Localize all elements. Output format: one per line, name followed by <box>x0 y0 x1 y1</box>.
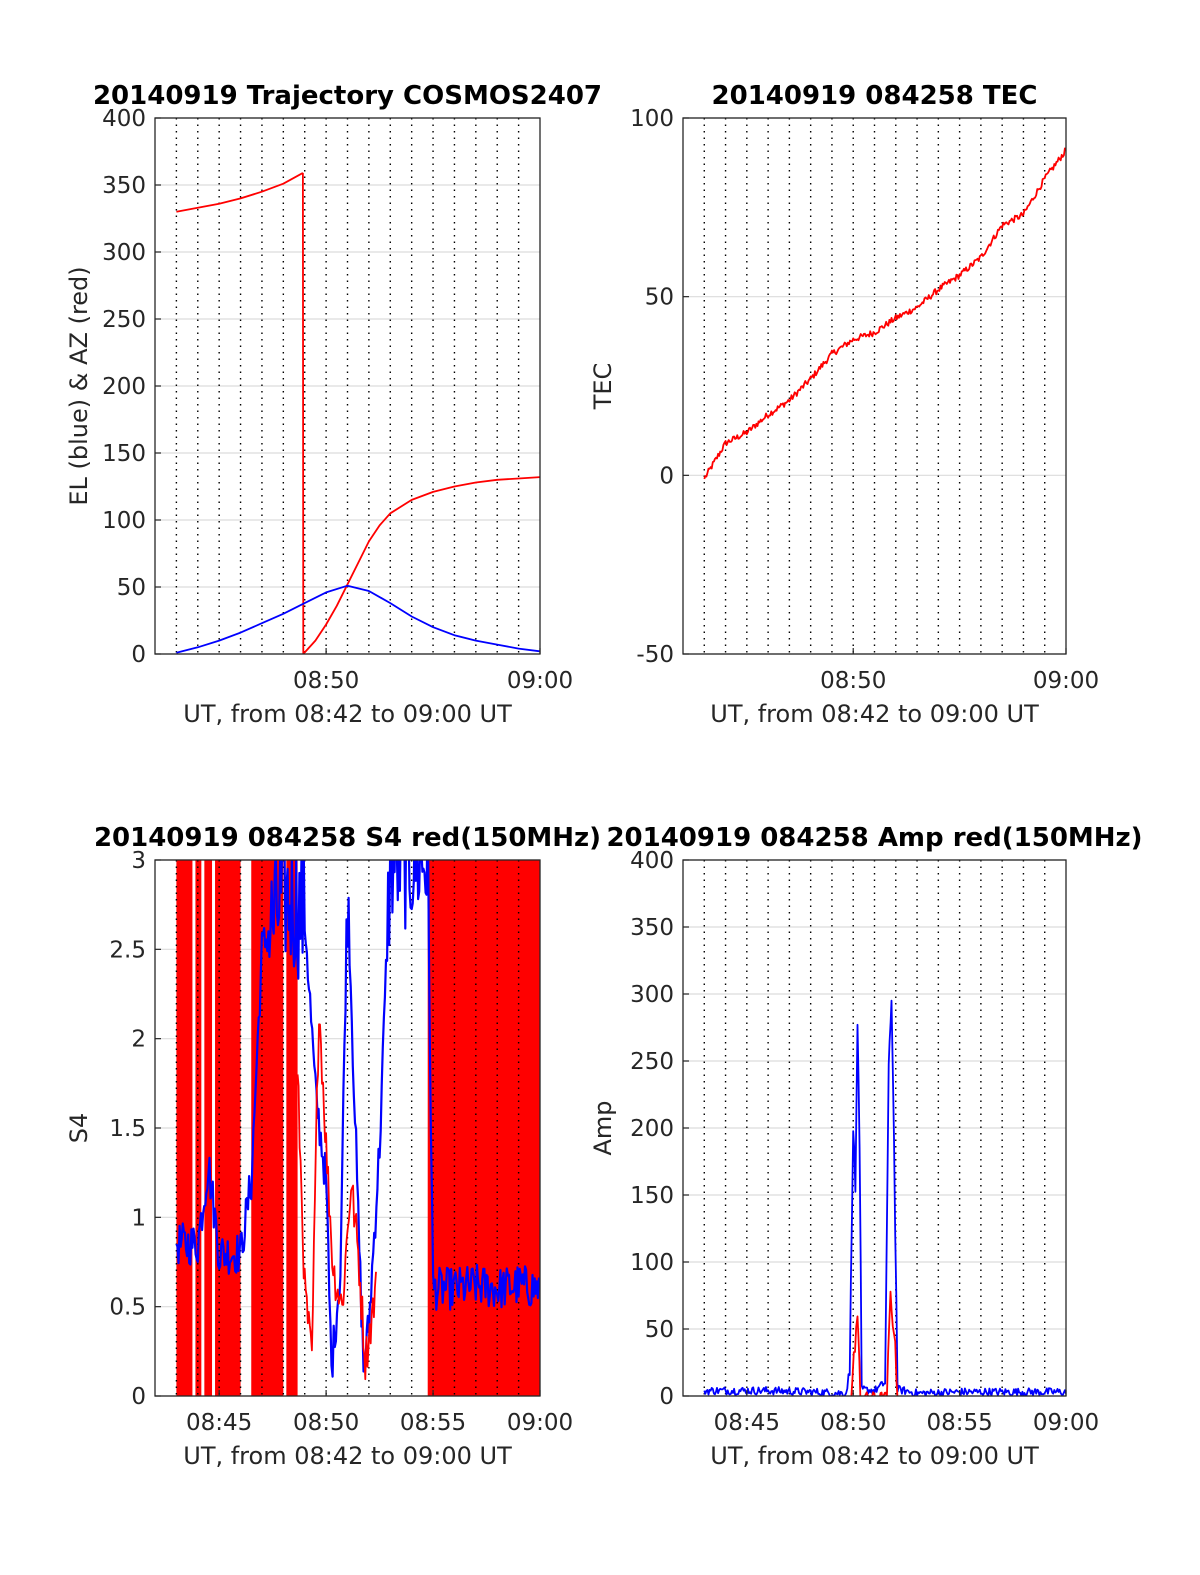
ytick-label: 250 <box>102 307 146 333</box>
ytick-label: 0.5 <box>109 1295 146 1321</box>
x-axis-label: UT, from 08:42 to 09:00 UT <box>710 1442 1039 1470</box>
x-axis-label: UT, from 08:42 to 09:00 UT <box>183 1442 512 1470</box>
chart-amp: 0 50 100 150 200 250 300 350 400 08:45 08:50 08:55 0… <box>589 823 1143 1470</box>
ytick-label: 3 <box>131 848 146 874</box>
red-fill-gap <box>192 860 196 1396</box>
plot-area <box>703 118 1066 654</box>
ytick-label: 2.5 <box>109 937 146 963</box>
ytick-label: 1.5 <box>109 1116 146 1142</box>
ytick-label: 0 <box>131 1384 146 1410</box>
xtick-label: 09:00 <box>507 668 573 694</box>
ytick-label: 400 <box>102 106 146 132</box>
chart-title: 20140919 084258 TEC <box>712 81 1038 111</box>
ytick-label: 50 <box>645 285 674 311</box>
chart-tec: -50 0 50 100 08:50 09:00 20140919 084258 TEC UT… <box>589 81 1099 728</box>
ytick-label: 1 <box>131 1205 146 1231</box>
xtick-label: 08:45 <box>714 1410 780 1436</box>
ytick-label: 200 <box>102 374 146 400</box>
xtick-label: 08:50 <box>820 668 886 694</box>
xtick-label: 09:00 <box>1033 668 1099 694</box>
ytick-label: 100 <box>630 1250 674 1276</box>
red-fill-gap <box>283 860 287 1396</box>
ytick-label: 50 <box>645 1317 674 1343</box>
y-axis-label: Amp <box>589 1100 617 1155</box>
x-axis-label: UT, from 08:42 to 09:00 UT <box>710 700 1039 728</box>
series-line-0 <box>703 147 1066 480</box>
chart-title: 20140919 084258 Amp red(150MHz) <box>606 823 1142 853</box>
ytick-label: 200 <box>630 1116 674 1142</box>
ytick-label: 350 <box>630 915 674 941</box>
x-axis-label: UT, from 08:42 to 09:00 UT <box>183 700 512 728</box>
red-fill-band-2 <box>427 860 540 1396</box>
y-axis-label: S4 <box>65 1113 93 1144</box>
series-line-1 <box>850 1290 899 1396</box>
ytick-label: 400 <box>630 848 674 874</box>
xtick-label: 08:50 <box>293 1410 359 1436</box>
xtick-label: 08:50 <box>293 668 359 694</box>
plot-area <box>175 860 540 1396</box>
xtick-label: 08:45 <box>186 1410 252 1436</box>
ytick-label: 300 <box>630 982 674 1008</box>
y-axis-label: TEC <box>589 363 617 411</box>
series-line-0 <box>175 860 540 1378</box>
chart-title: 20140919 084258 S4 red(150MHz) <box>94 823 601 853</box>
series-line-1 <box>176 584 540 654</box>
ytick-label: 0 <box>131 642 146 668</box>
ytick-label: 100 <box>102 508 146 534</box>
ytick-label: 0 <box>659 1384 674 1410</box>
chart-s4: 0 0.5 1 1.5 2 2.5 3 08:45 08:50 08:55 09:00 2014091… <box>65 823 601 1470</box>
ytick-label: 2 <box>131 1027 146 1053</box>
ytick-label: 250 <box>630 1049 674 1075</box>
ytick-label: 0 <box>659 463 674 489</box>
plot-area <box>703 860 1066 1396</box>
y-axis-label: EL (blue) & AZ (red) <box>65 266 93 505</box>
ytick-label: 150 <box>630 1183 674 1209</box>
series-line-0 <box>176 172 540 654</box>
xtick-label: 08:55 <box>400 1410 466 1436</box>
xtick-label: 08:55 <box>926 1410 992 1436</box>
red-fill-gap <box>212 860 216 1396</box>
ytick-label: 350 <box>102 173 146 199</box>
red-fill-gap <box>201 860 205 1396</box>
ytick-label: 100 <box>630 106 674 132</box>
ytick-label: 300 <box>102 240 146 266</box>
plot-area <box>175 118 540 654</box>
ytick-label: -50 <box>636 642 674 668</box>
series-line-1 <box>296 1023 377 1381</box>
red-fill-band-0 <box>176 860 241 1396</box>
xtick-label: 09:00 <box>507 1410 573 1436</box>
ytick-label: 50 <box>117 575 146 601</box>
series-line-0 <box>703 999 1066 1396</box>
axes-box <box>682 117 1067 655</box>
xtick-label: 09:00 <box>1033 1410 1099 1436</box>
chart-title: 20140919 Trajectory COSMOS2407 <box>93 81 602 111</box>
ytick-label: 150 <box>102 441 146 467</box>
xtick-label: 08:50 <box>820 1410 886 1436</box>
chart-trajectory: 0 50 100 150 200 250 300 350 400 08:50 09:00 201409… <box>65 81 602 728</box>
